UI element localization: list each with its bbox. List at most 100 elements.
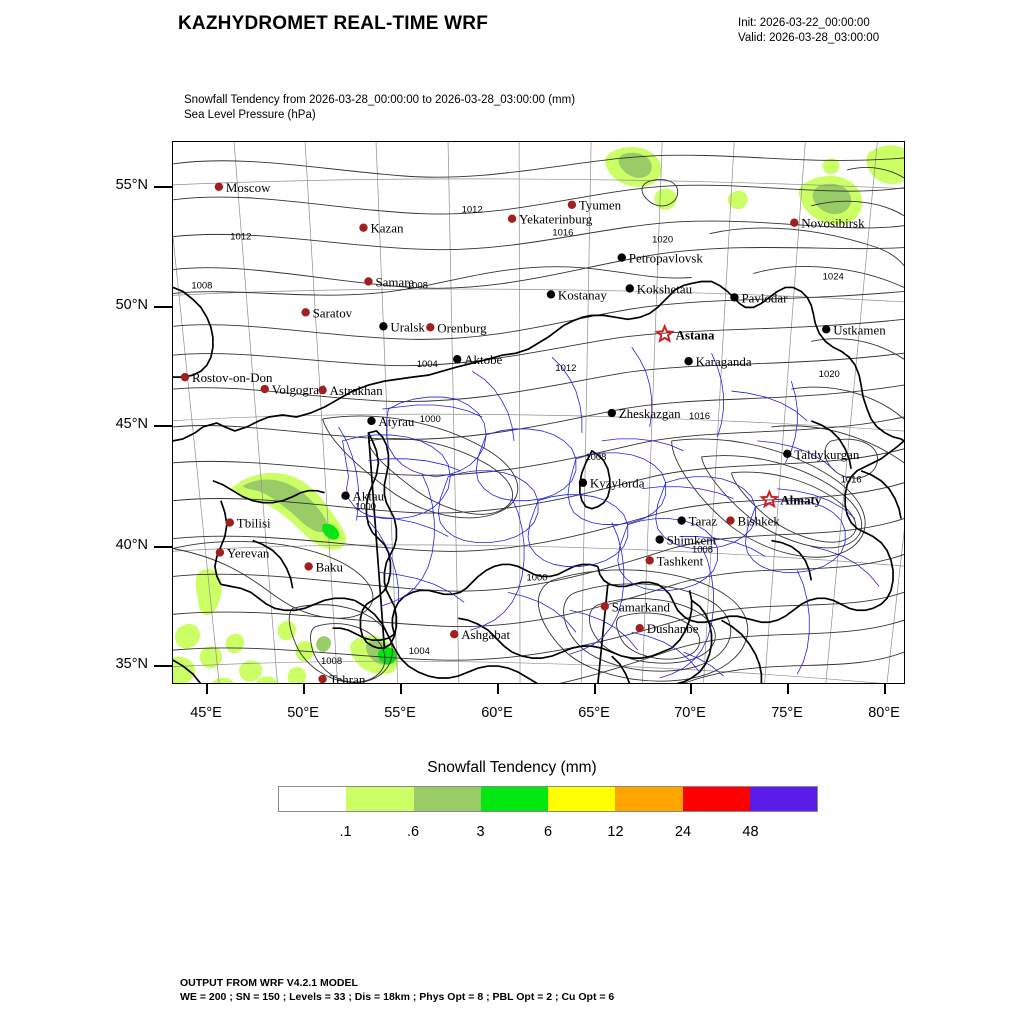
city-marker-karaganda[interactable]: Karaganda: [684, 354, 752, 369]
city-label: Astrakhan: [330, 383, 384, 398]
lat-tick-label-50: 50°N: [115, 297, 148, 313]
city-marker-saratov[interactable]: Saratov: [301, 305, 353, 320]
city-marker-baku[interactable]: Baku: [304, 559, 343, 574]
city-marker-volgograd[interactable]: Volgograd: [260, 382, 326, 397]
isobar-label: 1012: [555, 363, 576, 374]
lat-tick-label-55: 55°N: [115, 177, 148, 193]
city-dot-icon: [645, 556, 654, 565]
city-dot-icon: [225, 518, 235, 527]
isobar-labels: 1012 1012 1016 1020 1008 1008 1024 1004 1012 1020…: [191, 205, 861, 667]
lon-tick-label-60: 60°E: [481, 705, 513, 721]
city-marker-shimkent[interactable]: Shimkent: [655, 533, 717, 548]
city-marker-bishkek[interactable]: Bishkek: [726, 514, 780, 529]
city-marker-uralsk[interactable]: Uralsk: [379, 319, 425, 334]
city-label: Yerevan: [227, 545, 270, 560]
city-marker-kazan[interactable]: Kazan: [359, 221, 404, 236]
city-marker-rostov-on-don[interactable]: Rostov-on-Don: [180, 370, 273, 385]
subtitle-pressure: Sea Level Pressure (hPa): [184, 109, 316, 121]
city-marker-yekaterinburg[interactable]: Yekaterinburg: [507, 212, 593, 227]
city-dot-icon: [341, 491, 350, 500]
footer-config-line: WE = 200 ; SN = 150 ; Levels = 33 ; Dis …: [180, 991, 615, 1003]
city-marker-ustkamen[interactable]: Ustkamen: [822, 322, 886, 337]
city-marker-novosibirsk[interactable]: Novosibirsk: [790, 216, 865, 231]
city-marker-pavlodar[interactable]: Pavlodar: [730, 290, 788, 305]
lon-tick-mark: [594, 684, 596, 694]
city-dot-icon: [367, 416, 376, 426]
city-dot-icon: [677, 516, 686, 525]
colorbar-segment-5[interactable]: [615, 787, 683, 811]
colorbar-segment-0[interactable]: [279, 787, 347, 811]
city-label: Uralsk: [390, 319, 425, 334]
city-dot-icon: [546, 290, 556, 299]
city-label: Kyzylorda: [590, 476, 645, 491]
colorbar-segment-2[interactable]: [413, 787, 481, 811]
isobar-label: 1016: [841, 475, 862, 486]
map-plot-area[interactable]: 1012 1012 1016 1020 1008 1008 1024 1004 1012 1020…: [172, 141, 905, 684]
isobar-label: 1008: [585, 452, 606, 463]
colorbar-segment-3[interactable]: [480, 787, 548, 811]
colorbar-segment-7[interactable]: [749, 787, 817, 811]
lon-tick-label-50: 50°E: [287, 705, 319, 721]
city-label: Kazan: [370, 221, 404, 236]
city-marker-tbilisi[interactable]: Tbilisi: [225, 516, 271, 531]
colorbar-tick-.6: .6: [406, 824, 420, 840]
lon-tick-mark: [206, 684, 208, 694]
city-marker-samarkand[interactable]: Samarkand: [600, 599, 671, 614]
city-dot-icon: [625, 284, 634, 293]
city-dot-icon: [790, 218, 799, 227]
city-dot-icon: [507, 214, 517, 223]
city-dot-icon: [730, 293, 739, 302]
city-marker-almaty[interactable]: Almaty: [759, 489, 822, 509]
city-marker-kostanay[interactable]: Kostanay: [546, 287, 608, 302]
lat-tick-label-40: 40°N: [115, 537, 148, 553]
capital-star-icon: [759, 489, 780, 509]
isobar-label: 1004: [417, 359, 438, 370]
city-marker-astrakhan[interactable]: Astrakhan: [318, 383, 383, 398]
lat-tick-label-45: 45°N: [115, 416, 148, 432]
city-label: Taldykurgan: [794, 447, 860, 462]
city-marker-tyumen[interactable]: Tyumen: [567, 198, 622, 213]
city-marker-orenburg[interactable]: Orenburg: [426, 320, 487, 335]
city-dot-icon: [301, 308, 310, 317]
city-marker-kokshetau[interactable]: Kokshetau: [625, 281, 693, 296]
city-marker-samara[interactable]: Samara: [364, 274, 415, 289]
colorbar-segment-6[interactable]: [682, 787, 750, 811]
city-marker-dushanbe[interactable]: Dushanbe: [635, 621, 699, 636]
city-marker-aktau[interactable]: Aktau: [341, 489, 385, 504]
lat-tick-mark: [154, 425, 172, 427]
city-marker-moscow[interactable]: Moscow: [214, 180, 271, 195]
map-canvas[interactable]: 1012 1012 1016 1020 1008 1008 1024 1004 1012 1020…: [173, 142, 904, 683]
city-marker-petropavlovsk[interactable]: Petropavlovsk: [617, 251, 704, 266]
subtitle-snowfall: Snowfall Tendency from 2026-03-28_00:00:…: [184, 94, 576, 106]
isobar-layer: [173, 154, 904, 683]
colorbar-segment-4[interactable]: [548, 787, 616, 811]
isobar-label: 1016: [552, 228, 573, 239]
city-dot-icon: [655, 535, 664, 544]
city-marker-aktobe[interactable]: Aktobe: [453, 352, 503, 367]
city-marker-yerevan[interactable]: Yerevan: [215, 545, 270, 560]
footer-model-line: OUTPUT FROM WRF V4.2.1 MODEL: [180, 977, 358, 989]
city-marker-kyzylorda[interactable]: Kyzylorda: [578, 476, 645, 491]
isobar-label: 1016: [689, 411, 710, 422]
city-dot-icon: [379, 322, 388, 331]
city-marker-taldykurgan[interactable]: Taldykurgan: [783, 447, 860, 462]
colorbar-tick-6: 6: [543, 824, 553, 840]
city-marker-zheskazgan[interactable]: Zheskazgan: [607, 406, 682, 421]
city-label: Tehran: [330, 672, 366, 683]
city-marker-tashkent[interactable]: Tashkent: [645, 553, 704, 568]
city-marker-astana[interactable]: Astana: [654, 323, 715, 343]
city-marker-tehran[interactable]: Tehran: [318, 672, 366, 683]
isobar-label: 1004: [409, 646, 430, 657]
city-label: Baku: [316, 559, 344, 574]
city-marker-atyrau[interactable]: Atyrau: [367, 414, 415, 429]
city-marker-taraz[interactable]: Taraz: [677, 514, 717, 529]
lon-tick-label-70: 70°E: [674, 705, 706, 721]
isobar-label: 1020: [652, 235, 673, 246]
colorbar-segment-1[interactable]: [346, 787, 414, 811]
colorbar[interactable]: [278, 786, 818, 812]
city-marker-ashgabat[interactable]: Ashgabat: [450, 627, 511, 642]
capital-star-icon: [654, 323, 675, 343]
city-dot-icon: [364, 277, 373, 286]
